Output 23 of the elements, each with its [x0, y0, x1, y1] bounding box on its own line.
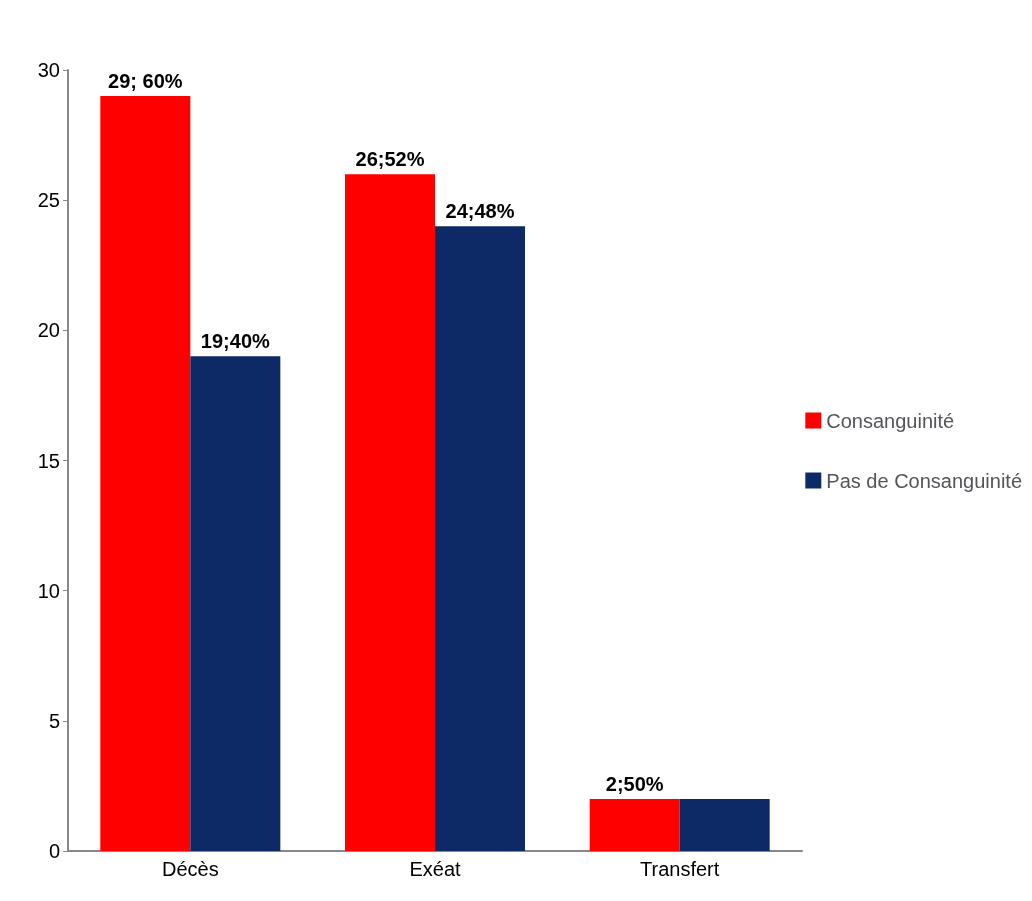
data-label: 24;48% [445, 200, 515, 223]
y-tick-label: 20 [37, 319, 60, 342]
bar [589, 798, 680, 851]
y-tick-label: 30 [37, 59, 60, 81]
data-label: 19;40% [200, 330, 271, 353]
y-tick-label: 15 [37, 449, 60, 472]
y-tick-label: 10 [37, 579, 60, 602]
y-tick-label: 0 [48, 840, 60, 862]
bar [679, 798, 770, 851]
x-tick-label: Exéat [409, 858, 462, 880]
bar [345, 174, 435, 851]
legend-label: Pas de Consanguinité [826, 469, 1023, 492]
legend-label: Consanguinité [826, 409, 955, 432]
y-tick-label: 5 [48, 709, 60, 732]
y-tick-label: 25 [37, 189, 60, 212]
x-tick-label: Transfert [640, 858, 720, 880]
bar [435, 226, 525, 851]
data-label: 29; 60% [108, 70, 183, 93]
bar [190, 356, 281, 851]
data-label: 26;52% [355, 148, 425, 171]
bar [100, 96, 191, 851]
data-label: 2;50% [605, 772, 664, 795]
x-tick-label: Décès [161, 858, 219, 880]
